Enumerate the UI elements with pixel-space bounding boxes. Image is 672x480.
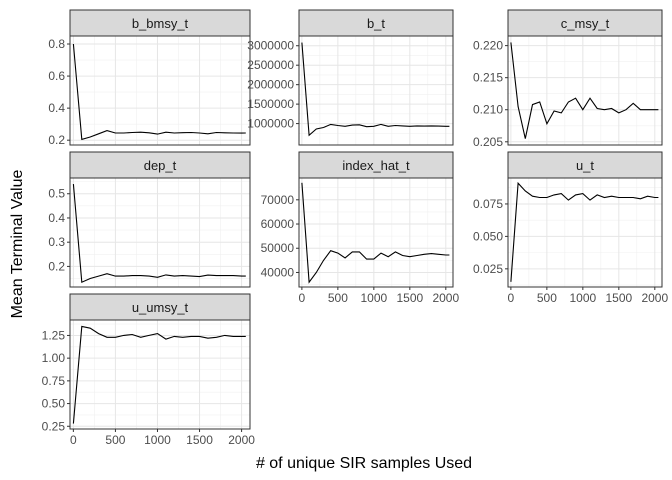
facet-panel: index_hat_t 40000 50000 60000 70000 0 500 1000 1…: [261, 151, 459, 305]
series-line: [510, 181, 659, 282]
y-tick-label: 2500000: [247, 58, 294, 72]
panel-border: [69, 319, 251, 430]
y-tick-label: 0.3: [48, 235, 65, 249]
panel-border: [69, 177, 251, 288]
x-tick-label: 500: [328, 291, 348, 305]
panel-border: [507, 35, 663, 146]
plot-background: [70, 36, 250, 145]
x-tick-label: 2000: [641, 291, 668, 305]
facet-strip: [69, 151, 251, 179]
y-tick-label: 1.25: [42, 328, 66, 342]
y-tick-label: 0.075: [473, 197, 503, 211]
x-axis-title: # of unique SIR samples Used: [256, 455, 472, 472]
x-tick-label: 0: [508, 291, 515, 305]
x-tick-label: 2000: [432, 291, 459, 305]
x-tick-label: 1500: [186, 433, 213, 447]
facet-title: dep_t: [144, 158, 177, 173]
series-line: [72, 184, 246, 284]
x-tick-label: 1500: [396, 291, 423, 305]
facet-strip: [69, 9, 251, 37]
y-tick-label: 1.00: [42, 351, 66, 365]
facet-strip: [298, 9, 454, 37]
x-tick-label: 500: [105, 433, 125, 447]
y-tick-label: 0.5: [48, 187, 65, 201]
y-tick-label: 0.50: [42, 397, 66, 411]
y-axis-title: Mean Terminal Value: [9, 169, 26, 318]
series-line: [510, 42, 659, 139]
y-tick-label: 0.25: [42, 419, 66, 433]
panel-border: [298, 177, 454, 288]
series-line: [72, 43, 246, 141]
facet-panel: b_t 1000000 1500000 2000000 2500000 3000000: [247, 9, 454, 146]
x-tick-label: 1000: [360, 291, 387, 305]
plot-background: [299, 36, 453, 145]
y-tick-label: 50000: [261, 241, 295, 255]
facet-panel: c_msy_t 0.205 0.210 0.215 0.220: [473, 9, 663, 149]
y-tick-label: 1000000: [247, 117, 294, 131]
y-tick-label: 3000000: [247, 39, 294, 53]
x-tick-label: 1500: [605, 291, 632, 305]
facet-title: b_t: [367, 16, 385, 31]
y-tick-label: 0.025: [473, 262, 503, 276]
y-tick-label: 0.205: [473, 135, 503, 149]
facet-panel: u_umsy_t 0.25 0.50 0.75 1.00 1.25 0 500 1000 1500…: [42, 293, 255, 447]
facet-panels: b_bmsy_t0.20.40.60.8b_t10000001500000200…: [42, 9, 668, 447]
y-tick-label: 60000: [261, 217, 295, 231]
plot-background: [70, 320, 250, 429]
x-tick-label: 0: [299, 291, 306, 305]
panel-border: [69, 35, 251, 146]
series-line: [72, 325, 246, 424]
facet-panel: dep_t 0.2 0.3 0.4 0.5: [48, 151, 251, 288]
panel-border: [298, 35, 454, 146]
y-tick-label: 0.4: [48, 101, 65, 115]
plot-background: [299, 178, 453, 287]
facet-panel: u_t 0.025 0.050 0.075 0 500 1000 1500 2000: [473, 151, 668, 305]
facet-strip: [298, 151, 454, 179]
y-tick-label: 0.050: [473, 229, 503, 243]
facet-title: u_umsy_t: [132, 300, 189, 315]
y-tick-label: 70000: [261, 193, 295, 207]
plot-background: [70, 178, 250, 287]
x-tick-label: 1000: [569, 291, 596, 305]
x-tick-label: 2000: [228, 433, 255, 447]
facet-title: index_hat_t: [342, 158, 410, 173]
y-tick-label: 1500000: [247, 97, 294, 111]
y-tick-label: 0.2: [48, 259, 65, 273]
y-tick-label: 40000: [261, 265, 295, 279]
x-tick-label: 0: [70, 433, 77, 447]
y-tick-label: 0.75: [42, 374, 66, 388]
y-tick-label: 0.8: [48, 37, 65, 51]
facet-title: b_bmsy_t: [132, 16, 189, 31]
panel-border: [507, 177, 663, 288]
y-tick-label: 0.2: [48, 133, 65, 147]
y-tick-label: 0.220: [473, 39, 503, 53]
x-tick-label: 1000: [144, 433, 171, 447]
y-tick-label: 0.215: [473, 71, 503, 85]
series-line: [301, 42, 450, 137]
facet-strip: [507, 9, 663, 37]
series-line: [301, 182, 450, 284]
facet-panel: b_bmsy_t 0.2 0.4 0.6 0.8: [48, 9, 251, 147]
plot-background: [508, 36, 662, 145]
facet-title: c_msy_t: [561, 16, 610, 31]
y-tick-label: 2000000: [247, 78, 294, 92]
x-tick-label: 500: [537, 291, 557, 305]
y-tick-label: 0.4: [48, 211, 65, 225]
y-tick-label: 0.210: [473, 103, 503, 117]
facet-title: u_t: [576, 158, 594, 173]
y-tick-label: 0.6: [48, 69, 65, 83]
plot-background: [508, 178, 662, 287]
